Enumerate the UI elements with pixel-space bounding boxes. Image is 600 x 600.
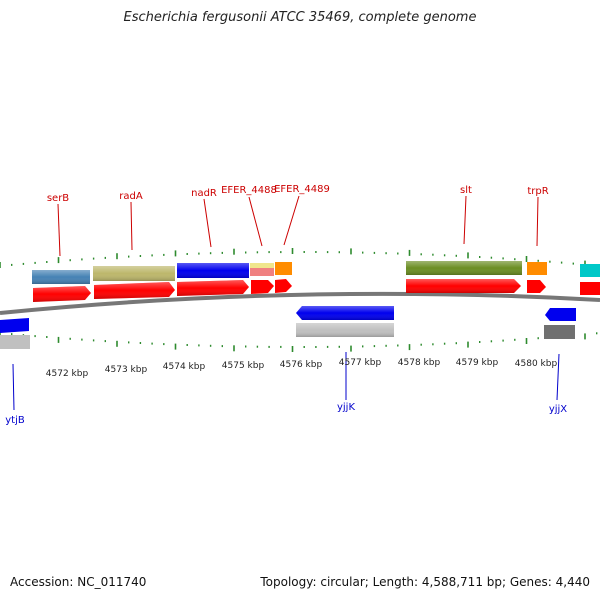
cds-trpR-arrow[interactable] <box>527 280 546 293</box>
gene-label-yjjK[interactable]: yjjK <box>337 402 355 413</box>
gene-ytjB-feature[interactable] <box>0 335 30 349</box>
reverse-strand-ticks <box>0 332 598 352</box>
gene-EFER4488-feature-a[interactable] <box>250 263 274 268</box>
forward-strand-ticks <box>0 248 598 268</box>
gene-label-slt[interactable]: slt <box>460 185 472 196</box>
scale-label: 4580 kbp <box>515 359 558 369</box>
scale-label: 4573 kbp <box>105 365 148 375</box>
genome-backbone <box>0 291 600 315</box>
scale-label: 4574 kbp <box>163 362 206 372</box>
gene-label-radA[interactable]: radA <box>119 191 143 202</box>
scale-label: 4578 kbp <box>398 358 441 368</box>
gene-EFER4488-feature-b[interactable] <box>250 268 274 276</box>
scale-label: 4577 kbp <box>339 358 382 368</box>
bottom-gene-labels: ytjB yjjK yjjX <box>5 402 567 426</box>
cds-yjjX-arrow[interactable] <box>545 308 576 321</box>
bottom-label-leaders <box>12 352 560 411</box>
scale-label: 4575 kbp <box>222 361 265 371</box>
scale-labels: 4572 kbp 4573 kbp 4574 kbp 4575 kbp 4576… <box>46 358 558 379</box>
gene-label-serB[interactable]: serB <box>47 193 69 204</box>
gene-EFER4489-feature[interactable] <box>275 262 292 275</box>
gene-label-yjjX[interactable]: yjjX <box>549 404 567 415</box>
forward-cds-arrows <box>33 279 600 302</box>
gene-label-nadR[interactable]: nadR <box>191 188 217 199</box>
genome-stats-label: Topology: circular; Length: 4,588,711 bp… <box>260 575 590 589</box>
scale-label: 4572 kbp <box>46 369 89 379</box>
gene-label-trpR[interactable]: trpR <box>527 186 548 197</box>
cds-EFER4489-arrow[interactable] <box>275 279 292 293</box>
cds-ytjB-arrow[interactable] <box>0 318 29 333</box>
gene-trpR-feature[interactable] <box>527 262 547 275</box>
gene-label-ytjB[interactable]: ytjB <box>5 415 25 426</box>
reverse-cds-arrows <box>0 306 576 349</box>
gene-label-EFER4489[interactable]: EFER_4489 <box>274 184 330 195</box>
gene-label-EFER4488[interactable]: EFER_4488 <box>221 185 277 196</box>
accession-label: Accession: NC_011740 <box>10 575 147 589</box>
scale-label: 4579 kbp <box>456 358 499 368</box>
gene-next-feature[interactable] <box>580 264 600 277</box>
scale-label: 4576 kbp <box>280 360 323 370</box>
forward-features <box>32 261 600 284</box>
top-label-leaders <box>57 195 539 257</box>
cds-EFER4488-arrow[interactable] <box>251 280 274 294</box>
gene-yjjX-feature[interactable] <box>544 325 575 339</box>
top-gene-labels: serB radA nadR EFER_4488 EFER_4489 slt t… <box>47 184 549 204</box>
map-title: Escherichia fergusonii ATCC 35469, compl… <box>123 10 477 25</box>
cds-next-arrow[interactable] <box>580 282 600 295</box>
